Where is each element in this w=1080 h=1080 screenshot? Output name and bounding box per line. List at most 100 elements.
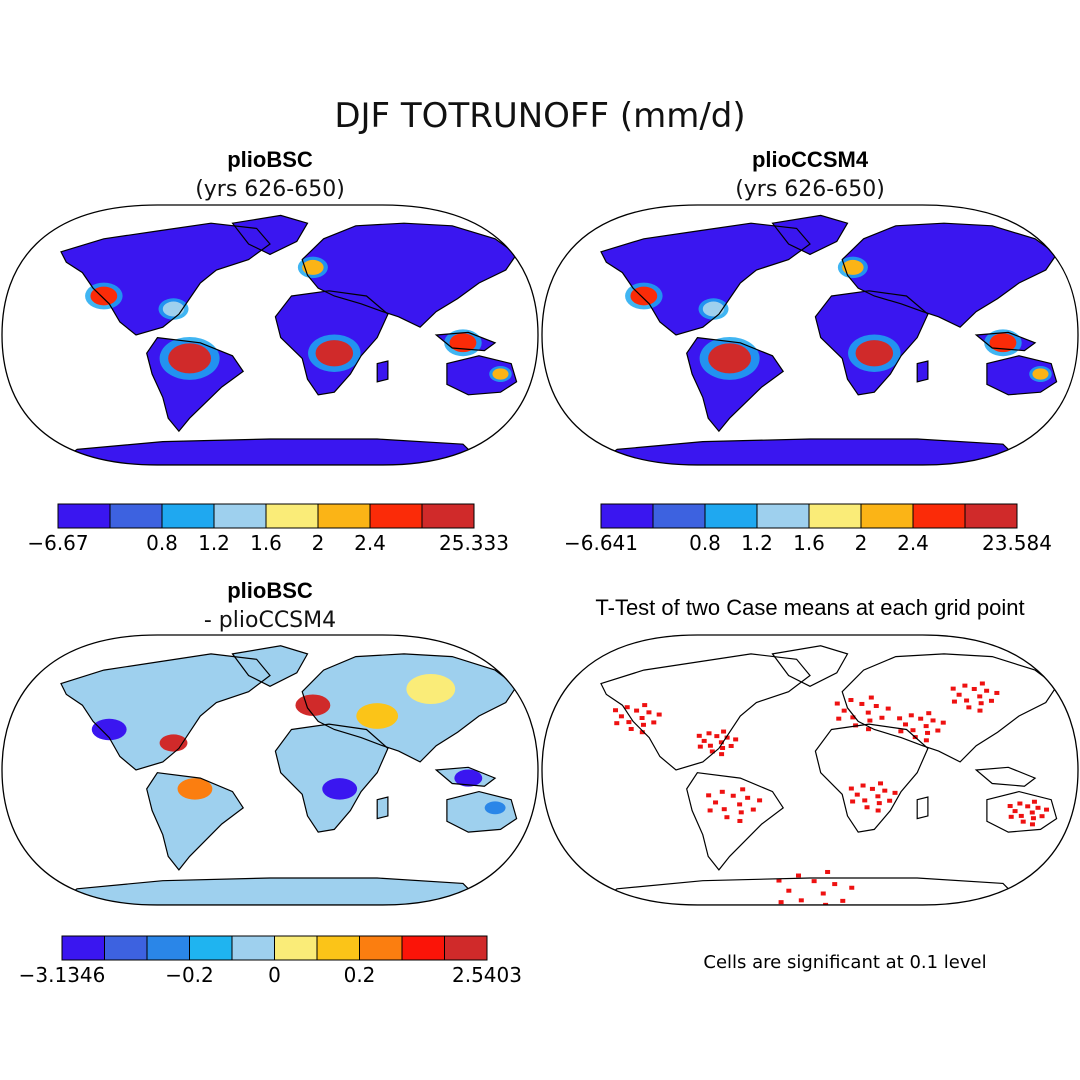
coastline-africa xyxy=(274,290,389,396)
colorbar-swatch xyxy=(359,935,403,961)
colorbar-label: 2 xyxy=(312,531,325,555)
runoff-core-aus-east xyxy=(492,368,509,380)
land-antarctica xyxy=(595,439,1025,465)
significant-cell xyxy=(733,737,739,742)
significant-cell xyxy=(639,730,645,735)
coastline-madagascar xyxy=(916,796,929,820)
significant-cell xyxy=(832,882,838,887)
colorbar-swatch xyxy=(161,503,215,529)
significant-cell xyxy=(908,713,914,718)
significant-cell xyxy=(849,885,855,890)
land-northAmerica xyxy=(61,653,270,770)
significant-cell xyxy=(624,705,630,710)
land-antarctica xyxy=(595,878,1025,905)
significant-cell xyxy=(860,783,866,788)
significant-cell xyxy=(798,898,804,903)
coastline-antarctica xyxy=(593,438,1026,465)
coastline-southAmerica xyxy=(686,336,785,433)
significant-cell xyxy=(848,786,854,791)
coastline-africa xyxy=(814,290,929,396)
significant-cell xyxy=(848,698,854,703)
coastline-greenland xyxy=(771,645,849,687)
significant-cell xyxy=(721,729,727,734)
colorbar-swatch xyxy=(231,935,275,961)
colorbar-label: 25.333 xyxy=(439,531,509,555)
significant-cell xyxy=(964,698,970,703)
significant-cell xyxy=(1029,822,1035,827)
significant-cell xyxy=(951,699,957,704)
significant-cell xyxy=(875,808,881,813)
significant-cell xyxy=(925,730,931,735)
land-northAmerica xyxy=(601,653,810,770)
significant-cell xyxy=(862,798,868,803)
coastline-northAmerica xyxy=(60,653,271,771)
significant-cell xyxy=(910,728,916,733)
coastline-madagascar xyxy=(916,360,929,383)
coastline-antarctica xyxy=(53,877,486,905)
significant-cell xyxy=(706,793,712,798)
significant-cell xyxy=(892,790,898,795)
panel-c-title: plioBSC xyxy=(227,578,313,603)
coastline-madagascar xyxy=(376,796,389,820)
panel-b-title: plioCCSM4 xyxy=(752,147,869,172)
colorbar-swatch xyxy=(146,935,190,961)
anomaly-0 xyxy=(91,718,127,741)
significant-cell xyxy=(956,692,962,697)
significant-cell xyxy=(977,694,983,699)
land-madagascar xyxy=(917,797,928,819)
significant-cell xyxy=(718,740,724,745)
significant-cell xyxy=(811,879,817,884)
colorbar-swatch xyxy=(265,503,319,529)
colorbar-swatch xyxy=(316,935,360,961)
significant-cell xyxy=(639,716,645,720)
significant-cell xyxy=(977,708,983,713)
significant-cell xyxy=(821,915,826,919)
significant-cell xyxy=(1007,804,1013,809)
panel-a-subtitle: (yrs 626-650) xyxy=(195,177,345,202)
significant-cell xyxy=(882,788,888,793)
significant-cell xyxy=(898,729,904,734)
significant-cell xyxy=(865,710,871,715)
colorbar-label: 0 xyxy=(268,963,281,987)
panel-plioBSC: plioBSC (yrs 626-650) −6.67 0.8 1.2 1.6 2 2.4… xyxy=(1,147,539,555)
significant-cell xyxy=(719,789,725,794)
coastline-northAmerica xyxy=(600,653,811,771)
significant-cell xyxy=(776,878,782,883)
runoff-core-amazon xyxy=(708,343,752,374)
significant-cell xyxy=(1018,813,1024,818)
significant-cell xyxy=(613,708,619,713)
coastline-seAsiaIsles xyxy=(434,331,497,352)
coastline-greenland xyxy=(771,214,849,256)
significant-cell xyxy=(866,727,872,732)
significant-cell xyxy=(935,728,941,733)
significant-cell xyxy=(656,712,662,717)
map-difference xyxy=(1,634,539,906)
coastline-eurasia xyxy=(301,653,518,763)
panel-d-title: T-Test of two Case means at each grid po… xyxy=(595,595,1024,620)
coastline-antarctica xyxy=(53,438,486,465)
significant-cell xyxy=(714,734,720,739)
runoff-core-se-us xyxy=(702,301,725,317)
significant-cell xyxy=(875,794,881,799)
land-southAmerica xyxy=(146,772,244,870)
significant-cell xyxy=(745,795,751,800)
colorbar-swatch xyxy=(756,503,810,529)
significant-cell xyxy=(994,690,1000,695)
coastline-seAsiaIsles xyxy=(434,766,497,787)
significant-cell xyxy=(873,704,879,709)
coastline-eurasia xyxy=(301,222,518,328)
map-frame xyxy=(541,634,1079,906)
coastline-northAmerica xyxy=(600,222,811,336)
significant-cell xyxy=(897,716,903,721)
runoff-core-maritime xyxy=(449,333,477,353)
colorbar-swatch xyxy=(912,503,966,529)
runoff-core-amazon xyxy=(168,343,212,374)
land-northAmerica xyxy=(601,223,810,335)
coastline-australia xyxy=(986,355,1058,396)
significant-cell xyxy=(825,869,831,874)
colorbar-swatch xyxy=(401,935,445,961)
colorbar-label: 2.4 xyxy=(897,531,929,555)
significant-cell xyxy=(1035,805,1041,810)
significant-cell xyxy=(701,738,707,743)
